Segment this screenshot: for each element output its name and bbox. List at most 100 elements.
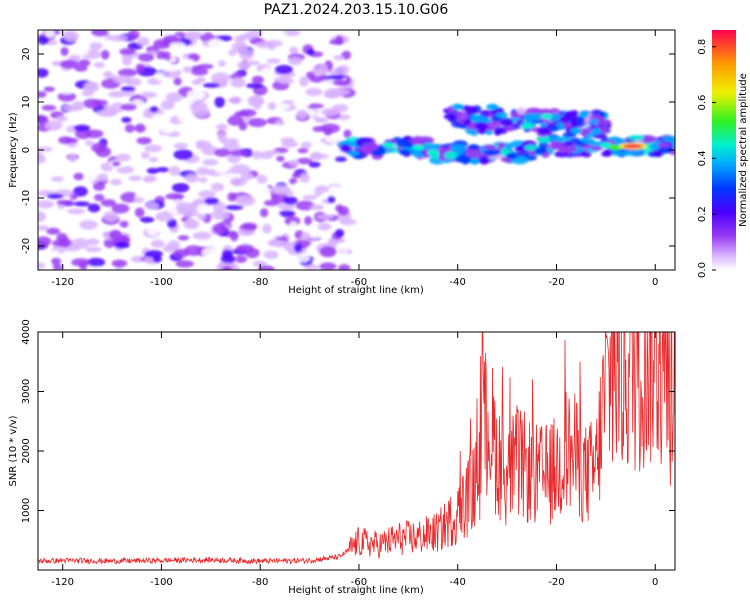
heatmap-cell bbox=[495, 112, 508, 118]
heatmap-cell bbox=[86, 238, 100, 246]
heatmap-cell bbox=[316, 214, 334, 220]
heatmap-cell bbox=[346, 150, 360, 156]
heatmap-cell bbox=[169, 165, 181, 177]
heatmap-cell bbox=[201, 247, 218, 257]
heatmap-cell bbox=[327, 46, 344, 53]
heatmap-cell bbox=[119, 220, 129, 228]
heatmap-cell bbox=[486, 121, 497, 131]
heatmap-cell bbox=[175, 260, 195, 268]
x-tick-label: 0 bbox=[652, 577, 658, 588]
spectrogram-heatmap bbox=[38, 30, 675, 270]
heatmap-cell bbox=[614, 138, 627, 145]
heatmap-cell bbox=[140, 151, 150, 159]
heatmap-cell bbox=[109, 229, 122, 241]
heatmap-cell bbox=[44, 120, 63, 131]
heatmap-cell bbox=[362, 142, 379, 150]
heatmap-cell bbox=[332, 79, 351, 86]
heatmap-cell bbox=[516, 107, 526, 115]
heatmap-cell bbox=[38, 91, 47, 98]
x-tick-label: -100 bbox=[150, 577, 173, 588]
heatmap-cell bbox=[110, 178, 122, 186]
heatmap-cell bbox=[234, 255, 247, 263]
heatmap-cell bbox=[230, 77, 246, 88]
heatmap-cell bbox=[468, 144, 480, 151]
heatmap-cell bbox=[50, 250, 61, 258]
colorbar: 0.0 0.2 0.4 0.6 0.8 Normalized spectral ampl… bbox=[697, 30, 749, 278]
heatmap-cell bbox=[212, 223, 228, 235]
heatmap-cell bbox=[46, 193, 64, 199]
heatmap-cell bbox=[143, 175, 158, 183]
heatmap-cell bbox=[156, 167, 170, 173]
heatmap-cell bbox=[271, 212, 281, 220]
heatmap-cell bbox=[38, 236, 52, 247]
heatmap-cell bbox=[245, 83, 264, 89]
heatmap-cell bbox=[165, 92, 183, 103]
heatmap-cell bbox=[115, 153, 131, 162]
heatmap-cell bbox=[229, 177, 247, 187]
heatmap-cell bbox=[192, 231, 212, 240]
heatmap-cell bbox=[485, 129, 494, 136]
heatmap-cell bbox=[276, 155, 285, 162]
heatmap-cell bbox=[73, 124, 91, 132]
heatmap-cell bbox=[266, 124, 284, 130]
heatmap-cell bbox=[220, 254, 236, 264]
heatmap-cell bbox=[253, 104, 262, 110]
heatmap-cell bbox=[41, 104, 57, 111]
heatmap-cell bbox=[114, 241, 130, 249]
heatmap-cell bbox=[306, 71, 316, 80]
heatmap-cell bbox=[271, 185, 291, 195]
heatmap-cell bbox=[599, 142, 612, 149]
x-tick-label: -80 bbox=[252, 577, 268, 588]
heatmap-cell bbox=[300, 141, 312, 149]
heatmap-cell bbox=[127, 30, 140, 40]
heatmap-cell bbox=[563, 122, 573, 128]
heatmap-cell bbox=[537, 126, 550, 135]
heatmap-cell bbox=[69, 220, 81, 230]
heatmap-cell bbox=[241, 222, 258, 231]
heatmap-cell bbox=[326, 74, 345, 80]
heatmap-cell bbox=[335, 204, 344, 212]
heatmap-cell bbox=[258, 265, 275, 270]
heatmap-cell bbox=[308, 161, 321, 168]
heatmap-cell bbox=[295, 254, 311, 263]
heatmap-cell bbox=[661, 136, 675, 142]
heatmap-cell bbox=[536, 134, 550, 144]
y-tick-label: 3000 bbox=[21, 379, 32, 404]
heatmap-cell bbox=[167, 218, 177, 229]
heatmap-cell bbox=[191, 105, 210, 117]
heatmap-cell bbox=[470, 113, 478, 121]
heatmap-cell bbox=[68, 153, 77, 163]
heatmap-cell bbox=[497, 142, 506, 149]
heatmap-cell bbox=[227, 192, 237, 202]
heatmap-cell bbox=[170, 175, 183, 182]
heatmap-cell bbox=[221, 266, 233, 270]
heatmap-cell bbox=[210, 182, 225, 192]
colorbar-gradient bbox=[712, 30, 736, 270]
heatmap-cell bbox=[153, 38, 172, 49]
heatmap-cell bbox=[38, 225, 49, 231]
colorbar-tick-label: 0.8 bbox=[697, 39, 708, 55]
y-tick-label: 2000 bbox=[21, 438, 32, 463]
heatmap-cell bbox=[173, 142, 188, 150]
heatmap-cell bbox=[412, 135, 423, 145]
heatmap-cell bbox=[288, 159, 300, 167]
heatmap-cell bbox=[208, 38, 224, 49]
heatmap-cell bbox=[426, 143, 441, 149]
heatmap-cell bbox=[261, 67, 271, 77]
heatmap-cell bbox=[267, 102, 277, 110]
heatmap-cell bbox=[340, 143, 350, 153]
heatmap-cell bbox=[252, 260, 267, 268]
heatmap-cell bbox=[265, 234, 277, 241]
heatmap-cell bbox=[94, 194, 105, 202]
heatmap-cell bbox=[296, 157, 313, 165]
heatmap-cell bbox=[169, 42, 186, 48]
heatmap-cell bbox=[296, 109, 308, 120]
heatmap-cell bbox=[309, 204, 324, 211]
heatmap-cell bbox=[274, 226, 285, 237]
heatmap-cell bbox=[230, 164, 251, 174]
heatmap-cell bbox=[218, 60, 226, 67]
heatmap-cell bbox=[334, 244, 351, 255]
heatmap-cell bbox=[267, 239, 283, 247]
heatmap-cell bbox=[85, 140, 94, 146]
heatmap-cell bbox=[482, 144, 497, 150]
